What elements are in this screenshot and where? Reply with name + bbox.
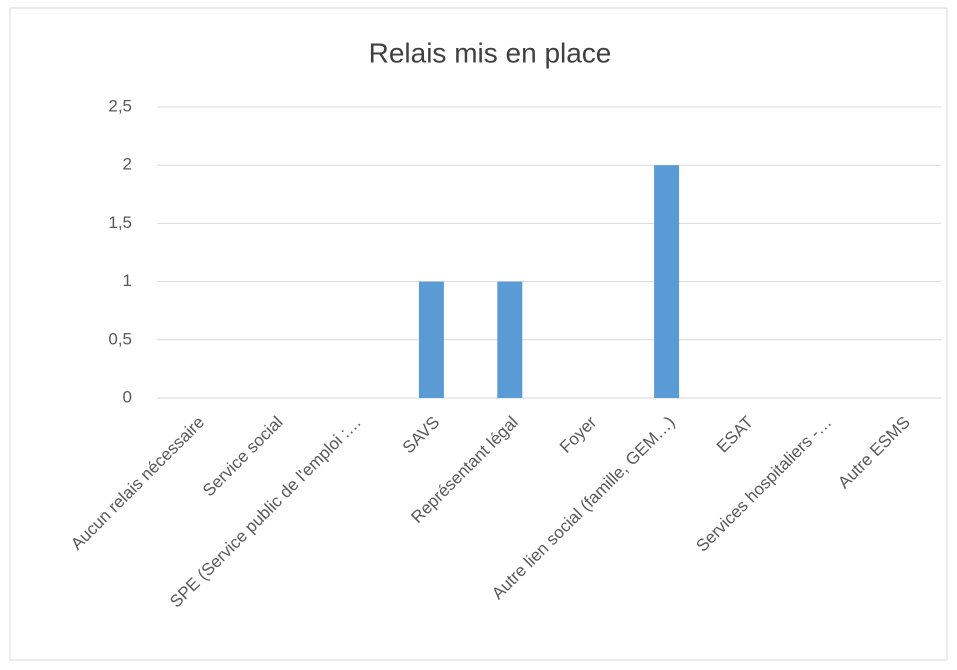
y-tick-label: 0,5 xyxy=(108,329,132,348)
chart-title: Relais mis en place xyxy=(369,37,612,68)
y-tick-label: 2 xyxy=(123,155,132,174)
y-tick-label: 2,5 xyxy=(108,96,132,115)
bar xyxy=(654,165,680,398)
y-tick-label: 1,5 xyxy=(108,213,132,232)
y-tick-label: 0 xyxy=(123,387,132,406)
bar xyxy=(497,281,523,398)
chart-border xyxy=(9,7,948,661)
y-tick-label: 1 xyxy=(123,271,132,290)
bar xyxy=(418,281,444,398)
